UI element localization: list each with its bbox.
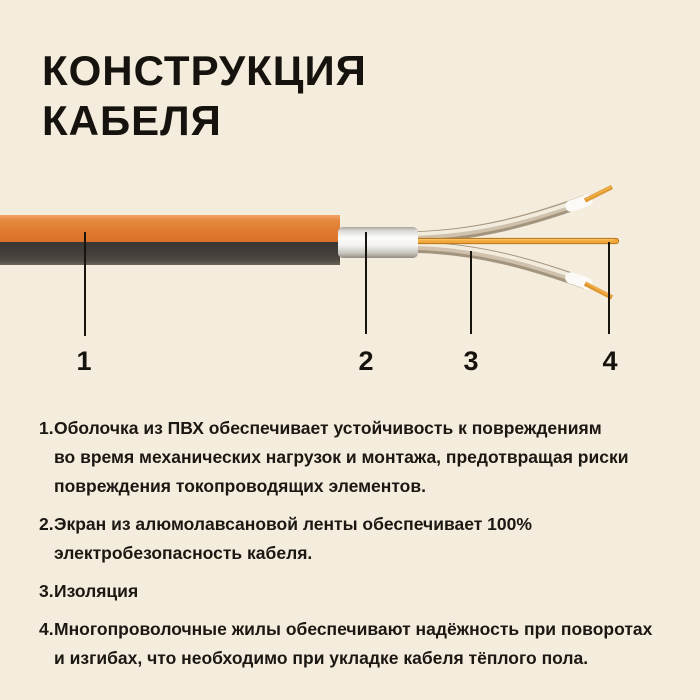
insulated-wire-bottom [412,241,614,300]
callout-lines [84,232,610,336]
cable-outer-sheath [0,215,340,265]
insulated-wire-top [412,184,614,243]
legend-list: 1. Оболочка из ПВХ обеспечивает устойчив… [39,414,669,682]
legend-item-number: 4. [39,619,54,639]
legend-item-text: Изоляция [54,581,139,601]
legend-item-3: 3. Изоляция [39,577,669,606]
diagram-label-3: 3 [463,346,479,376]
legend-item-number: 3. [39,581,54,601]
legend-item-number: 1. [39,418,54,438]
legend-item-text: Многопроволочные жилы обеспечивают надёж… [54,619,653,668]
diagram-label-4: 4 [602,346,618,376]
legend-item-1: 1. Оболочка из ПВХ обеспечивает устойчив… [39,414,669,501]
cable-diagram [0,180,700,380]
legend-item-text: Оболочка из ПВХ обеспечивает устойчивост… [54,418,629,496]
legend-item-number: 2. [39,514,54,534]
conductor-middle [406,237,620,245]
diagram-label-2: 2 [358,346,374,376]
legend-item-2: 2. Экран из алюмолавсановой ленты обеспе… [39,510,669,568]
diagram-label-1: 1 [76,346,92,376]
page-title: КОНСТРУКЦИЯ КАБЕЛЯ [42,47,367,144]
legend-item-4: 4. Многопроволочные жилы обеспечивают на… [39,615,669,673]
legend-item-text: Экран из алюмолавсановой ленты обеспечив… [54,514,532,563]
cable-illustration [0,184,620,336]
cable-shield [338,227,418,258]
